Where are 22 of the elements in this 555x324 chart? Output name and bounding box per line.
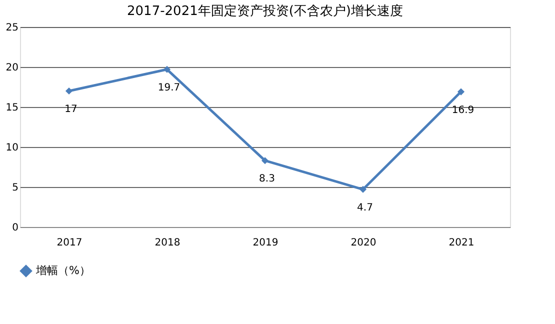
data-label: 19.7 [158,82,180,94]
data-label: 8.3 [259,174,275,185]
x-tick-label: 2017 [56,238,82,248]
data-label: 4.7 [357,202,373,214]
x-tick-label: 2019 [252,238,278,248]
y-tick-label: 20 [6,62,18,74]
y-tick-label: 10 [6,142,18,154]
x-tick-label: 2021 [448,238,474,248]
chart-title: 2017-2021年固定资产投资(不含农户)增长速度 [126,3,404,19]
point [261,157,269,164]
point [65,87,73,95]
point [457,88,465,96]
x-tick-label: 2018 [154,238,180,248]
legend-label: 增幅（%） [35,264,90,277]
point [359,186,367,193]
data-label: 16.9 [452,104,474,116]
y-tick-label: 25 [6,22,18,34]
y-tick-label: 15 [6,102,18,114]
point [163,66,171,73]
x-tick-label: 2020 [350,238,376,248]
y-tick-label: 0 [12,222,18,234]
y-tick-label: 5 [12,182,18,194]
